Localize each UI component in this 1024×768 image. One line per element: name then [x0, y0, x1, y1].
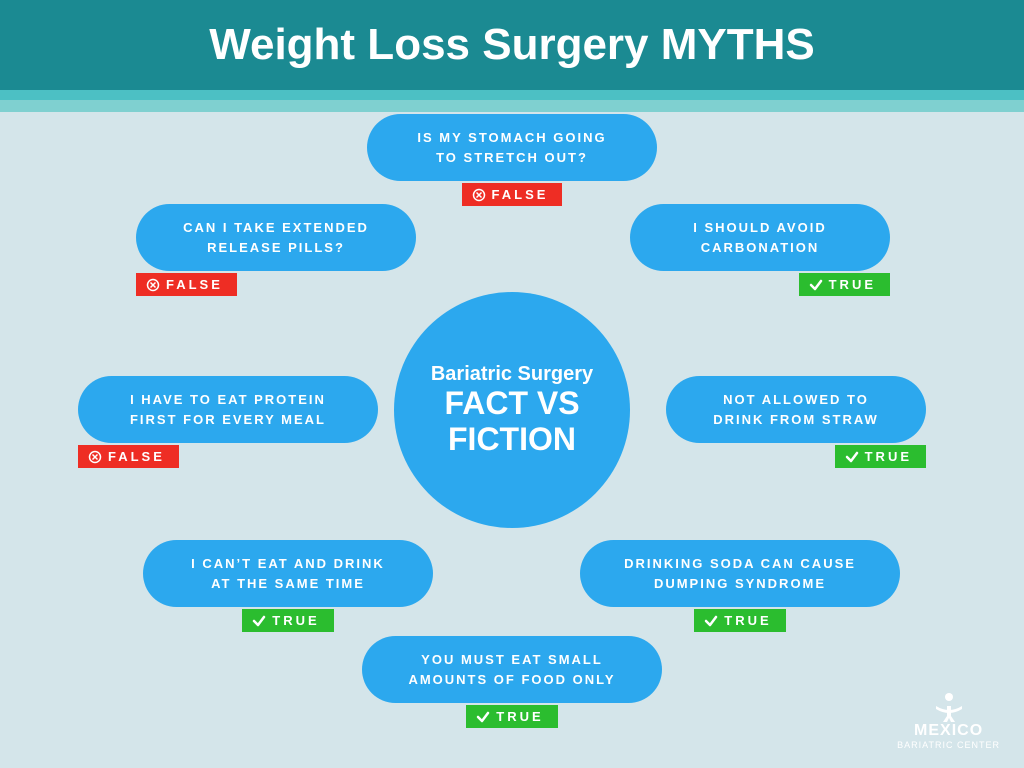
false-flag: FALSE [136, 273, 237, 296]
myth-bubble: YOU MUST EAT SMALL AMOUNTS OF FOOD ONLY [362, 636, 662, 703]
page-title: Weight Loss Surgery MYTHS [0, 20, 1024, 70]
logo-bottom: BARIATRIC CENTER [897, 740, 1000, 750]
diagram-canvas: Bariatric Surgery FACT VS FICTION MEXICO… [0, 112, 1024, 768]
stripe-2 [0, 100, 1024, 112]
check-icon [704, 614, 718, 628]
false-flag: FALSE [462, 183, 563, 206]
myth-item: I CAN’T EAT AND DRINK AT THE SAME TIME TR… [143, 540, 433, 632]
myth-item: CAN I TAKE EXTENDED RELEASE PILLS? FALSE [136, 204, 416, 296]
stripe-1 [0, 90, 1024, 100]
check-icon [809, 278, 823, 292]
cross-icon [146, 278, 160, 292]
myth-item: IS MY STOMACH GOING TO STRETCH OUT? FALSE [367, 114, 657, 206]
person-icon [932, 692, 966, 722]
myth-item: NOT ALLOWED TO DRINK FROM STRAW TRUE [666, 376, 926, 468]
flag-label: FALSE [166, 277, 223, 292]
myth-item: YOU MUST EAT SMALL AMOUNTS OF FOOD ONLY T… [362, 636, 662, 728]
true-flag: TRUE [466, 705, 557, 728]
true-flag: TRUE [799, 273, 890, 296]
myth-item: DRINKING SODA CAN CAUSE DUMPING SYNDROME… [580, 540, 900, 632]
flag-label: TRUE [724, 613, 771, 628]
myth-bubble: DRINKING SODA CAN CAUSE DUMPING SYNDROME [580, 540, 900, 607]
true-flag: TRUE [694, 609, 785, 632]
flag-label: TRUE [272, 613, 319, 628]
flag-label: TRUE [829, 277, 876, 292]
myth-bubble: I CAN’T EAT AND DRINK AT THE SAME TIME [143, 540, 433, 607]
myth-bubble: CAN I TAKE EXTENDED RELEASE PILLS? [136, 204, 416, 271]
flag-label: FALSE [492, 187, 549, 202]
cross-icon [472, 188, 486, 202]
flag-label: TRUE [865, 449, 912, 464]
myth-bubble: I HAVE TO EAT PROTEIN FIRST FOR EVERY ME… [78, 376, 378, 443]
flag-label: FALSE [108, 449, 165, 464]
header-banner: Weight Loss Surgery MYTHS [0, 0, 1024, 90]
check-icon [476, 710, 490, 724]
myth-item: I SHOULD AVOID CARBONATION TRUE [630, 204, 890, 296]
center-title: FACT VS FICTION [444, 386, 579, 456]
myth-bubble: IS MY STOMACH GOING TO STRETCH OUT? [367, 114, 657, 181]
center-subtitle: Bariatric Surgery [431, 363, 593, 386]
check-icon [845, 450, 859, 464]
flag-label: TRUE [496, 709, 543, 724]
center-circle: Bariatric Surgery FACT VS FICTION [394, 292, 630, 528]
myth-bubble: NOT ALLOWED TO DRINK FROM STRAW [666, 376, 926, 443]
myth-bubble: I SHOULD AVOID CARBONATION [630, 204, 890, 271]
logo-top: MEXICO [914, 722, 983, 740]
cross-icon [88, 450, 102, 464]
brand-logo: MEXICO BARIATRIC CENTER [897, 692, 1000, 750]
check-icon [252, 614, 266, 628]
myth-item: I HAVE TO EAT PROTEIN FIRST FOR EVERY ME… [78, 376, 378, 468]
true-flag: TRUE [835, 445, 926, 468]
false-flag: FALSE [78, 445, 179, 468]
true-flag: TRUE [242, 609, 333, 632]
